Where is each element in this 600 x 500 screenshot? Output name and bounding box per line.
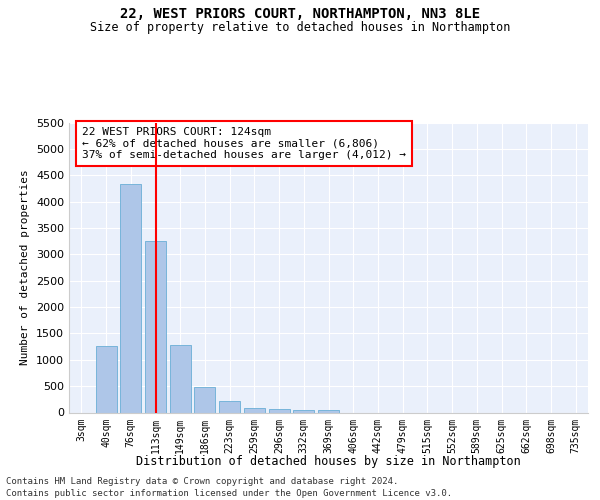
Text: Contains HM Land Registry data © Crown copyright and database right 2024.: Contains HM Land Registry data © Crown c… — [6, 478, 398, 486]
Bar — [194, 386, 215, 412]
Bar — [269, 410, 290, 412]
Bar — [293, 410, 314, 412]
Text: Distribution of detached houses by size in Northampton: Distribution of detached houses by size … — [136, 455, 521, 468]
Bar — [95, 346, 116, 412]
Text: Size of property relative to detached houses in Northampton: Size of property relative to detached ho… — [90, 21, 510, 34]
Bar — [219, 401, 240, 412]
Bar — [120, 184, 141, 412]
Text: Contains public sector information licensed under the Open Government Licence v3: Contains public sector information licen… — [6, 489, 452, 498]
Bar — [170, 345, 191, 412]
Y-axis label: Number of detached properties: Number of detached properties — [20, 170, 31, 366]
Bar — [318, 410, 339, 412]
Bar — [145, 240, 166, 412]
Bar — [244, 408, 265, 412]
Text: 22, WEST PRIORS COURT, NORTHAMPTON, NN3 8LE: 22, WEST PRIORS COURT, NORTHAMPTON, NN3 … — [120, 8, 480, 22]
Text: 22 WEST PRIORS COURT: 124sqm
← 62% of detached houses are smaller (6,806)
37% of: 22 WEST PRIORS COURT: 124sqm ← 62% of de… — [82, 127, 406, 160]
